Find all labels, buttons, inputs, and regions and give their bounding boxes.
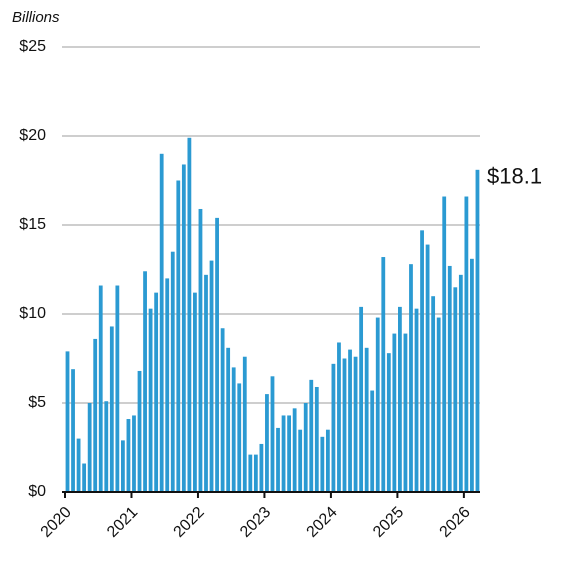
bar	[414, 308, 419, 492]
bar	[337, 342, 341, 492]
bar	[104, 401, 109, 492]
bar	[82, 463, 87, 492]
x-tick-label: 2020	[38, 504, 75, 541]
bar	[198, 208, 203, 493]
bar	[458, 274, 463, 492]
bar	[248, 454, 253, 492]
bar	[231, 367, 236, 492]
bar	[464, 196, 469, 492]
bar	[76, 438, 81, 492]
x-tick-label: 2023	[237, 504, 274, 541]
bar	[453, 287, 458, 492]
x-tick-label: 2022	[171, 504, 208, 541]
y-tick-label: $5	[28, 394, 46, 411]
bar	[154, 292, 159, 492]
bar	[287, 415, 291, 492]
bar	[314, 386, 319, 492]
bar	[436, 317, 441, 492]
bar	[370, 390, 375, 492]
y-tick-label: $10	[19, 305, 46, 322]
x-tick-label: 2025	[370, 504, 407, 541]
bar	[359, 306, 364, 492]
bar	[303, 403, 308, 492]
bar	[159, 153, 164, 493]
axis-label: Billions	[12, 9, 60, 26]
bar	[237, 383, 242, 492]
bar	[364, 347, 369, 492]
bar	[181, 164, 186, 493]
bar	[298, 429, 303, 492]
x-tick-label: 2026	[437, 504, 474, 541]
y-tick-label: $15	[19, 216, 46, 233]
bar	[392, 333, 397, 492]
bar	[143, 271, 147, 492]
bar	[420, 230, 424, 492]
bar	[220, 328, 225, 492]
bar	[320, 436, 325, 492]
bar	[447, 265, 452, 492]
bar	[342, 358, 347, 492]
bar	[398, 306, 402, 492]
bar	[115, 285, 120, 492]
bar	[309, 379, 314, 492]
bar	[470, 258, 474, 492]
y-tick-label: $25	[19, 38, 46, 55]
bar	[126, 419, 131, 492]
y-tick-label: $0	[28, 483, 46, 500]
bar	[93, 338, 98, 492]
bar	[403, 333, 408, 492]
bar	[386, 353, 391, 492]
bar	[209, 260, 214, 492]
bar	[409, 264, 413, 492]
bar	[253, 454, 258, 492]
bar	[442, 196, 447, 492]
bar	[265, 394, 269, 492]
bar	[65, 351, 70, 492]
bar	[226, 347, 231, 492]
bar	[331, 363, 336, 492]
bar	[348, 349, 352, 492]
bar	[353, 356, 358, 492]
bar	[425, 244, 430, 492]
bar	[292, 408, 297, 492]
bar	[132, 415, 136, 492]
bar	[71, 369, 75, 492]
bar	[375, 317, 380, 492]
bar	[325, 429, 330, 492]
bar	[137, 370, 142, 492]
bar	[193, 292, 197, 492]
x-tick-label: 2021	[104, 504, 141, 541]
value-label: $18.1	[487, 164, 542, 189]
bar	[87, 403, 92, 492]
y-tick-label: $20	[19, 127, 46, 144]
bar	[109, 326, 114, 492]
bar	[215, 217, 219, 492]
bar	[381, 257, 386, 492]
bar	[242, 356, 247, 492]
bar	[204, 274, 208, 492]
bar	[170, 251, 175, 492]
bar	[176, 180, 181, 492]
bar	[148, 308, 153, 492]
bar	[165, 278, 170, 492]
bar	[187, 137, 192, 492]
bar	[270, 376, 275, 492]
bar	[475, 169, 480, 492]
bar	[121, 440, 125, 492]
bar	[431, 296, 436, 492]
bar	[276, 427, 280, 492]
bar	[98, 285, 103, 492]
bar	[259, 443, 264, 492]
bar	[281, 415, 286, 492]
x-tick-label: 2024	[304, 504, 341, 541]
